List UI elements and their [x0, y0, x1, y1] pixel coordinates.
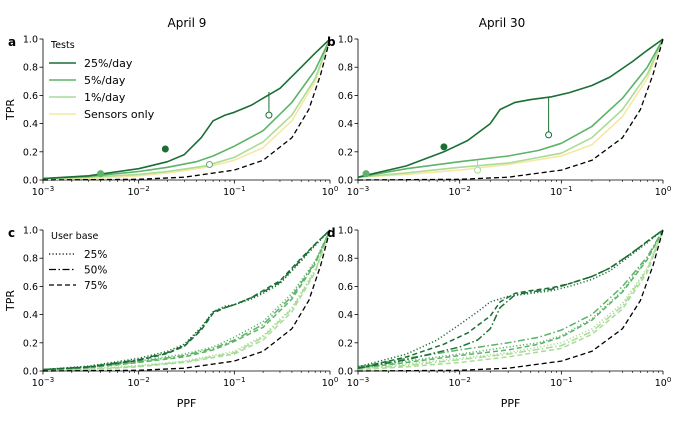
- x-tick-label: 10−3: [32, 185, 54, 198]
- y-tick-label: 0.2: [338, 147, 353, 158]
- data-point: [97, 170, 105, 178]
- series-line: [357, 229, 664, 368]
- legend-label: Sensors only: [84, 108, 155, 121]
- panel-label: d: [327, 226, 336, 240]
- legend-label: 75%: [84, 280, 107, 292]
- x-tick-label: 10−2: [127, 185, 149, 198]
- x-tick-label: 100: [655, 185, 672, 198]
- y-tick-label: 0.0: [338, 176, 353, 187]
- panel-a: 0.0 0.2 0.4 0.6 0.8 1.0 10−3 10−2 10−1 100 TPR a Tes…: [4, 35, 338, 199]
- series-line: [42, 38, 331, 181]
- x-tick-label: 10−2: [448, 185, 470, 198]
- series-line: [42, 229, 331, 371]
- legend-label: 25%/day: [84, 57, 133, 70]
- y-tick-label: 0.0: [23, 367, 38, 378]
- panel-label: a: [8, 35, 16, 49]
- y-tick-label: 0.0: [338, 367, 353, 378]
- x-tick-label: 100: [655, 376, 672, 389]
- y-axis-label: TPR: [4, 290, 17, 312]
- series-line: [357, 229, 664, 371]
- x-tick-label: 100: [322, 185, 339, 198]
- legend-label: 25%: [84, 249, 107, 261]
- legend-label: 1%/day: [84, 91, 126, 104]
- series-line: [42, 38, 331, 180]
- series-line: [42, 229, 331, 372]
- data-point: [362, 170, 370, 178]
- y-axis-label: TPR: [4, 99, 17, 121]
- panel-label: b: [327, 35, 336, 49]
- y-tick-label: 0.2: [338, 338, 353, 349]
- panel-label: c: [8, 226, 15, 240]
- column-title-left: April 9: [168, 16, 207, 30]
- panel-b: 0.0 0.2 0.4 0.6 0.8 1.0 10−3 10−2 10−1 100 b: [327, 35, 671, 199]
- y-tick-label: 0.8: [23, 63, 38, 74]
- series-line: [42, 229, 331, 372]
- x-tick-label: 10−1: [550, 376, 572, 389]
- series-line: [357, 229, 664, 369]
- y-tick-label: 1.0: [23, 226, 38, 237]
- y-tick-label: 0.4: [23, 119, 38, 130]
- series-line: [357, 229, 664, 368]
- y-tick-label: 0.4: [338, 310, 353, 321]
- data-point: [440, 143, 448, 151]
- data-point: [265, 111, 273, 119]
- x-tick-label: 10−3: [347, 185, 369, 198]
- series-line: [42, 38, 331, 181]
- x-tick-label: 10−3: [347, 376, 369, 389]
- x-tick-label: 10−2: [127, 376, 149, 389]
- y-tick-label: 0.2: [23, 338, 38, 349]
- series-line: [357, 229, 664, 369]
- y-tick-label: 0.8: [338, 63, 353, 74]
- x-tick-label: 10−3: [32, 376, 54, 389]
- panel-c: 0.0 0.2 0.4 0.6 0.8 1.0 10−3 10−2 10−1 100 TPR PPF c…: [4, 226, 338, 411]
- y-tick-label: 0.8: [338, 254, 353, 265]
- series-line: [357, 229, 664, 372]
- y-tick-label: 0.0: [23, 176, 38, 187]
- legend-title: Tests: [50, 40, 75, 51]
- series-line: [42, 229, 331, 371]
- x-axis-label: PPF: [177, 397, 197, 410]
- y-tick-label: 0.2: [23, 147, 38, 158]
- series-line: [357, 229, 664, 369]
- series-line: [42, 38, 331, 180]
- legend-label: 50%: [84, 265, 107, 277]
- series-line: [357, 38, 664, 181]
- data-point: [474, 166, 482, 174]
- series-line: [357, 38, 664, 178]
- y-tick-label: 0.8: [23, 254, 38, 265]
- y-tick-label: 0.4: [23, 310, 38, 321]
- x-tick-label: 10−1: [223, 185, 245, 198]
- data-point: [161, 145, 169, 153]
- y-tick-label: 0.6: [338, 91, 353, 102]
- x-tick-label: 10−1: [550, 185, 572, 198]
- panel-d: 0.0 0.2 0.4 0.6 0.8 1.0 10−3 10−2 10−1 100 PPF d: [327, 226, 671, 411]
- y-tick-label: 0.6: [23, 91, 38, 102]
- series-line: [357, 38, 664, 178]
- series-line: [357, 38, 664, 178]
- data-point: [545, 131, 553, 139]
- series-line: [357, 229, 664, 369]
- series-line: [357, 229, 664, 370]
- y-tick-label: 0.6: [23, 282, 38, 293]
- series-line: [42, 229, 331, 371]
- column-title-right: April 30: [479, 16, 526, 30]
- series-line: [42, 229, 331, 372]
- data-point: [205, 160, 213, 168]
- x-tick-label: 10−2: [448, 376, 470, 389]
- legend-label: 5%/day: [84, 74, 126, 87]
- y-tick-label: 1.0: [23, 35, 38, 46]
- x-tick-label: 10−1: [223, 376, 245, 389]
- y-tick-label: 0.4: [338, 119, 353, 130]
- y-tick-label: 0.6: [338, 282, 353, 293]
- series-line: [357, 229, 664, 369]
- x-tick-label: 100: [322, 376, 339, 389]
- series-line: [42, 229, 331, 372]
- x-axis-label: PPF: [501, 397, 521, 410]
- y-tick-label: 1.0: [338, 226, 353, 237]
- y-tick-label: 1.0: [338, 35, 353, 46]
- series-line: [357, 38, 664, 178]
- series-line: [42, 38, 331, 180]
- legend-title: User base: [51, 231, 98, 242]
